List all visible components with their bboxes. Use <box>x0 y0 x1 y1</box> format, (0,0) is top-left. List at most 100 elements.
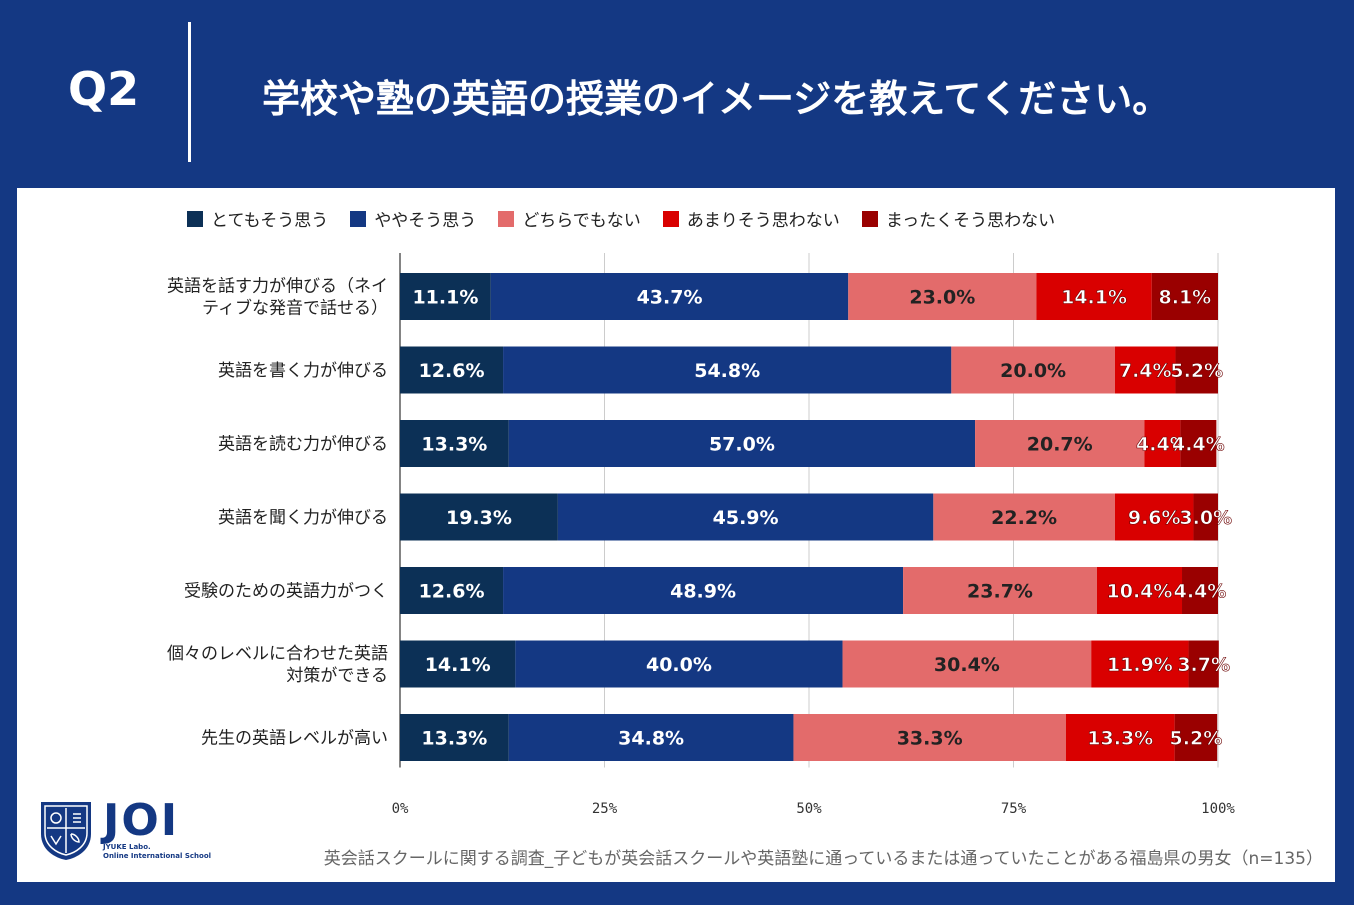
survey-footnote: 英会話スクールに関する調査_子どもが英会話スクールや英語塾に通っているまたは通っ… <box>323 849 1323 869</box>
legend-item: とてもそう思う <box>187 206 328 231</box>
data-label: 4.4% <box>1136 434 1189 456</box>
bar-segment <box>1065 714 1175 761</box>
data-label: 40.0% <box>646 654 712 676</box>
legend-item: あまりそう思わない <box>662 206 840 231</box>
bar-segment <box>400 640 516 688</box>
data-label: 30.4% <box>934 654 1000 676</box>
bar-segment <box>842 640 1092 688</box>
chart-legend: とてもそう思う ややそう思う どちらでもない あまりそう思わない まったくそう思わない <box>187 206 1055 231</box>
bar-segment <box>508 714 794 761</box>
data-label: 11.1% <box>412 287 478 309</box>
data-label: 13.3% <box>1087 728 1153 750</box>
bar-segment <box>1151 273 1218 320</box>
bar-segment <box>400 420 509 467</box>
legend-item: どちらでもない <box>498 206 641 231</box>
chart-panel: 0% 25% 50% 75% 100% 英語を話す力が伸びる（ネイ ティブな発音で話せる） 1… <box>17 188 1335 882</box>
data-label: 23.0% <box>909 287 975 309</box>
logo-subtitle-2: Online International School <box>103 852 212 860</box>
data-label: 13.3% <box>421 434 487 456</box>
bar-segment <box>515 640 843 688</box>
x-tick-label: 100% <box>1201 801 1235 817</box>
bar-segment <box>1193 493 1218 541</box>
bar-segment <box>1174 714 1218 761</box>
bar-segment <box>503 567 904 614</box>
header-divider <box>188 22 191 162</box>
bar-segment <box>1114 493 1194 541</box>
category-label: 個々のレベルに合わせた英語 <box>167 644 388 664</box>
x-tick-label: 0% <box>392 801 409 817</box>
bar-segment <box>490 273 849 320</box>
bar-segment <box>1091 640 1189 688</box>
data-label: 3.7% <box>1177 654 1230 676</box>
logo-subtitle: JYUKE Labo. <box>103 843 151 851</box>
data-label: 12.6% <box>419 581 485 603</box>
legend-swatch <box>861 210 878 227</box>
data-label: 7.4% <box>1119 360 1172 382</box>
bar-segment <box>903 567 1097 614</box>
bar-segment <box>1036 273 1152 320</box>
data-label: 45.9% <box>713 507 779 529</box>
category-label: 英語を読む力が伸びる <box>218 435 388 455</box>
question-title: 学校や塾の英語の授業のイメージを教えてください。 <box>262 77 1171 121</box>
logo-wordmark: JOI <box>103 795 180 846</box>
bar-segment <box>793 714 1066 761</box>
data-label: 54.8% <box>694 360 760 382</box>
bar-segment <box>1188 640 1219 688</box>
data-label: 20.7% <box>1027 434 1093 456</box>
data-label: 33.3% <box>897 728 963 750</box>
data-label: 11.9% <box>1107 654 1173 676</box>
data-label: 20.0% <box>1000 360 1066 382</box>
data-label: 34.8% <box>618 728 684 750</box>
data-label: 19.3% <box>446 507 512 529</box>
data-label: 10.4% <box>1107 581 1173 603</box>
bar-segment <box>400 273 491 320</box>
category-label: 英語を話す力が伸びる（ネイ <box>167 277 388 297</box>
bar-segment <box>933 493 1115 541</box>
school-crest-icon <box>41 802 91 860</box>
data-label: 5.2% <box>1170 360 1223 382</box>
legend-label: ややそう思う <box>374 211 477 231</box>
legend-label: とてもそう思う <box>211 211 329 231</box>
joi-logo: JOI JYUKE Labo. Online International Sch… <box>37 798 211 862</box>
bar-segment <box>557 493 934 541</box>
x-tick-label: 25% <box>592 801 618 817</box>
data-label: 22.2% <box>991 507 1057 529</box>
x-tick-label: 50% <box>796 801 822 817</box>
bar-segment <box>503 346 952 394</box>
legend-swatch <box>350 210 367 227</box>
category-label: 対策ができる <box>286 666 388 686</box>
data-label: 12.6% <box>419 360 485 382</box>
bar-segment <box>400 346 504 394</box>
category-label: 先生の英語レベルが高い <box>201 729 388 749</box>
data-label: 48.9% <box>670 581 736 603</box>
bar-segment <box>400 714 509 761</box>
legend-swatch <box>498 210 515 227</box>
question-number: Q2 <box>68 62 140 116</box>
legend-swatch <box>662 210 679 227</box>
data-label: 9.6% <box>1128 507 1181 529</box>
legend-label: まったくそう思わない <box>885 211 1056 231</box>
data-label: 3.0% <box>1179 507 1232 529</box>
legend-item: まったくそう思わない <box>861 206 1056 231</box>
bar-segment <box>1182 567 1218 614</box>
category-label: ティブな発音で話せる） <box>202 298 388 319</box>
category-label: 英語を書く力が伸びる <box>218 361 388 381</box>
bar-segment <box>1180 420 1217 467</box>
legend-swatch <box>187 210 203 227</box>
bar-segment <box>848 273 1037 320</box>
bar-segment <box>975 420 1145 467</box>
data-label: 4.4% <box>1172 434 1225 456</box>
data-label: 14.1% <box>1061 287 1127 309</box>
data-label: 5.2% <box>1170 728 1223 750</box>
legend-label: あまりそう思わない <box>686 211 840 231</box>
category-label: 受験のための英語力がつく <box>184 582 388 602</box>
data-label: 8.1% <box>1159 287 1212 309</box>
bar-segment <box>951 346 1115 394</box>
bar-segment <box>400 567 504 614</box>
bar-segment <box>508 420 976 467</box>
bar-segment <box>400 493 558 541</box>
data-label: 14.1% <box>425 654 491 676</box>
data-label: 43.7% <box>637 287 703 309</box>
data-label: 4.4% <box>1174 581 1227 603</box>
